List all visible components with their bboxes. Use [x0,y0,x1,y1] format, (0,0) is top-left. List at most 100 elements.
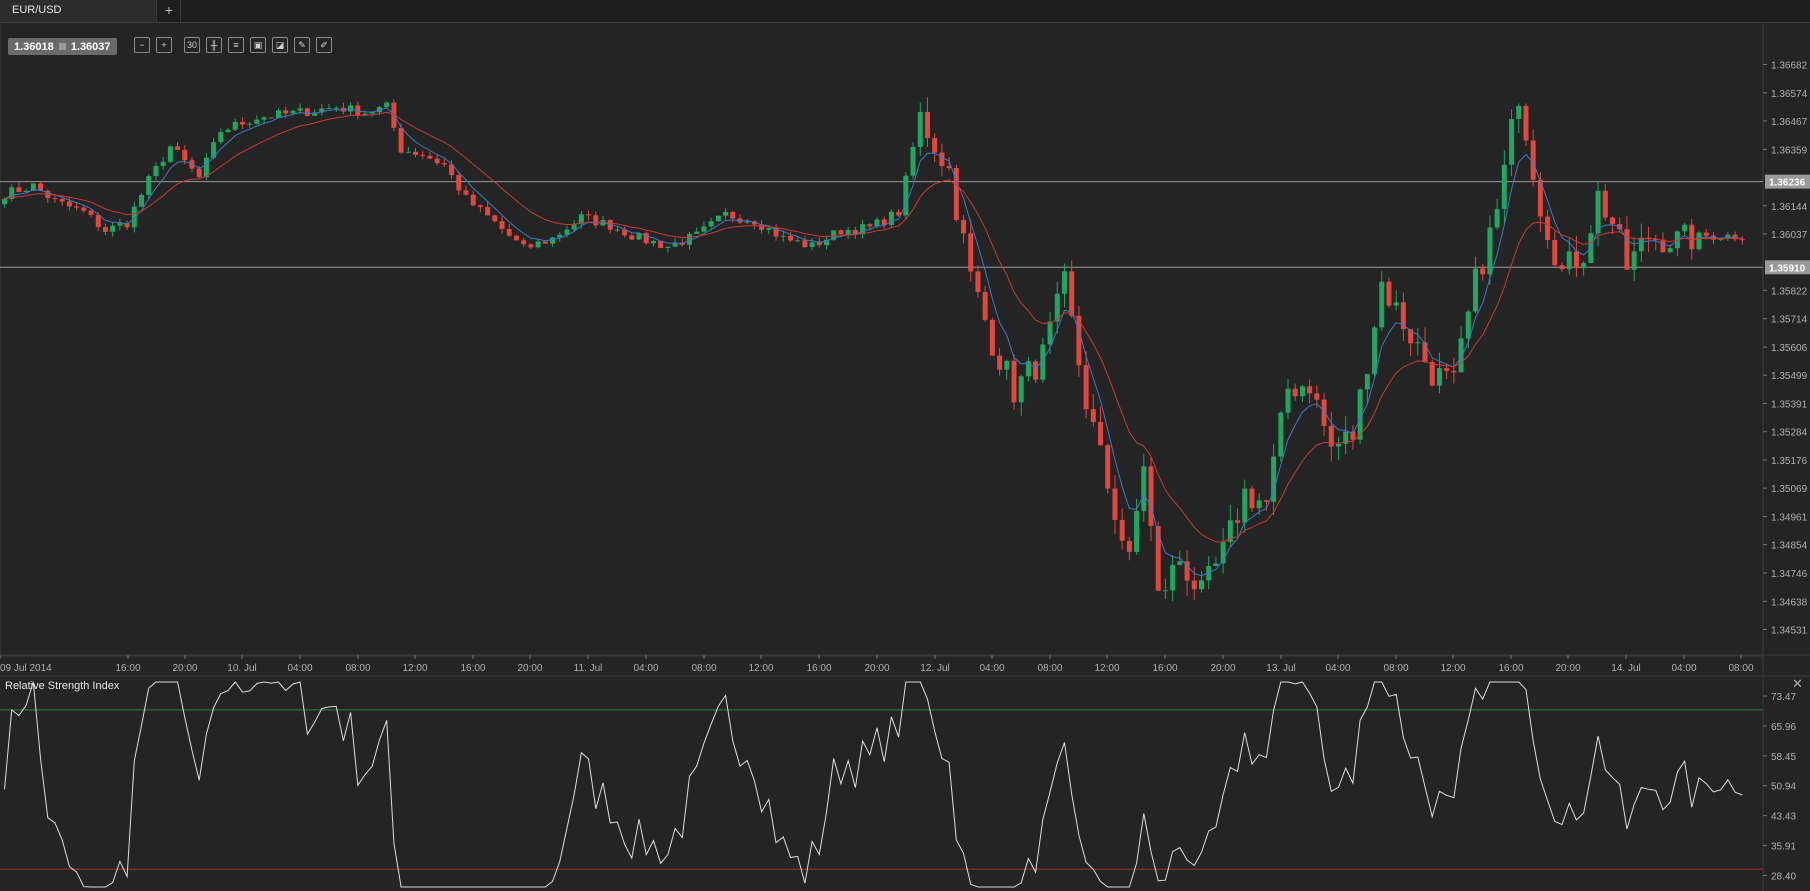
candle-body [852,229,858,235]
ma-fast-line [4,107,1743,577]
candle-body [1098,422,1104,446]
price-tick-label: 1.35822 [1771,286,1808,297]
candle-body [211,142,217,158]
candle-body [52,198,58,200]
candle-body [384,102,390,108]
candle-body [59,198,65,202]
candle-body [492,215,498,222]
candle-body [376,107,382,113]
candle-body [276,110,282,118]
time-tick-label: 14. Jul [1611,663,1640,674]
candle-body [1040,344,1046,380]
candle-body [780,235,786,237]
candle-body [1321,399,1327,426]
zoom-out-icon[interactable]: − [134,37,150,53]
candle-body [74,206,80,208]
close-indicator-icon[interactable]: ✕ [1792,676,1803,691]
price-tick-label: 1.36682 [1771,60,1808,71]
candle-body [1299,386,1305,397]
time-tick-label: 16:00 [1152,663,1177,674]
candle-body [326,107,332,109]
time-tick-label: 16:00 [460,663,485,674]
candle-body [1314,393,1320,400]
candle-body [1033,361,1039,380]
candle-body [485,206,491,216]
candle-body [1609,217,1615,224]
candlestick-icon[interactable]: ╫ [206,37,222,53]
candle-body [513,235,519,241]
candle-body [708,221,714,227]
candle-body [1494,208,1500,228]
candle-body [903,175,909,216]
candle-body [824,239,830,246]
candle-body [586,214,592,216]
time-tick-label: 04:00 [1671,663,1696,674]
candle-body [1472,268,1478,312]
candle-body [1025,361,1031,377]
time-tick-label: 20:00 [1210,663,1235,674]
price-tick-label: 1.36144 [1771,202,1808,213]
candle-body [1386,281,1392,306]
rsi-tick-label: 35.91 [1771,842,1796,853]
candle-body [1408,329,1414,344]
template-icon[interactable]: ◪ [272,37,288,53]
candle-body [1415,342,1421,344]
time-tick-label: 12:00 [748,663,773,674]
candle-body [759,224,765,230]
candle-body [694,231,700,234]
candle-body [1105,445,1111,489]
candle-body [1465,311,1471,339]
candle-body [369,112,375,114]
candle-body [1285,388,1291,413]
candle-body [427,155,433,159]
chart-type-icon[interactable]: ▣ [250,37,266,53]
candle-body [1566,251,1572,270]
candle-body [658,240,664,249]
candle-body [319,108,325,113]
price-tick-label: 1.35069 [1771,484,1808,495]
chart-canvas[interactable]: 1.36682 1.36574 1.36467 1.36359 1.36144 1.360… [0,22,1810,891]
candle-body [1379,281,1385,328]
candle-body [1242,488,1248,523]
timeframe-button[interactable]: 30 [184,37,200,53]
indicators-icon[interactable]: ≡ [228,37,244,53]
candle-body [1018,376,1024,403]
time-tick-label: 09 Jul 2014 [0,663,52,674]
price-tick-label: 1.34854 [1771,541,1808,552]
time-tick-label: 16:00 [115,663,140,674]
time-tick-label: 12. Jul [920,663,949,674]
candle-body [1328,425,1334,447]
time-tick-label: 08:00 [1037,663,1062,674]
candle-body [499,221,505,230]
candle-body [687,233,693,245]
price-tick-label: 1.34531 [1771,625,1808,636]
candle-body [816,242,822,246]
draw-tool-icon[interactable]: ✎ [294,37,310,53]
candle-body [232,121,238,130]
candle-body [550,237,556,244]
candle-body [766,227,772,230]
candle-body [1198,580,1204,590]
price-tick-label: 1.35284 [1771,428,1808,439]
time-tick-label: 20:00 [864,663,889,674]
brush-icon[interactable]: ✐ [316,37,332,53]
candle-body [860,224,866,235]
time-tick-label: 04:00 [1325,663,1350,674]
candle-body [968,233,974,272]
time-tick-label: 20:00 [172,663,197,674]
candle-body [1141,466,1147,511]
candle-body [30,183,36,191]
candle-body [268,117,274,119]
candle-body [564,229,570,235]
candle-body [1112,488,1118,520]
candle-body [961,220,967,234]
candle-body [1660,239,1666,253]
add-tab-button[interactable]: + [158,0,181,22]
candle-body [196,168,202,178]
rsi-tick-label: 50.94 [1771,782,1796,793]
candle-body [333,107,339,109]
zoom-in-icon[interactable]: + [156,37,172,53]
candle-body [398,127,404,153]
candle-body [1054,293,1060,322]
tab-eurusd[interactable]: EUR/USD [0,0,157,22]
